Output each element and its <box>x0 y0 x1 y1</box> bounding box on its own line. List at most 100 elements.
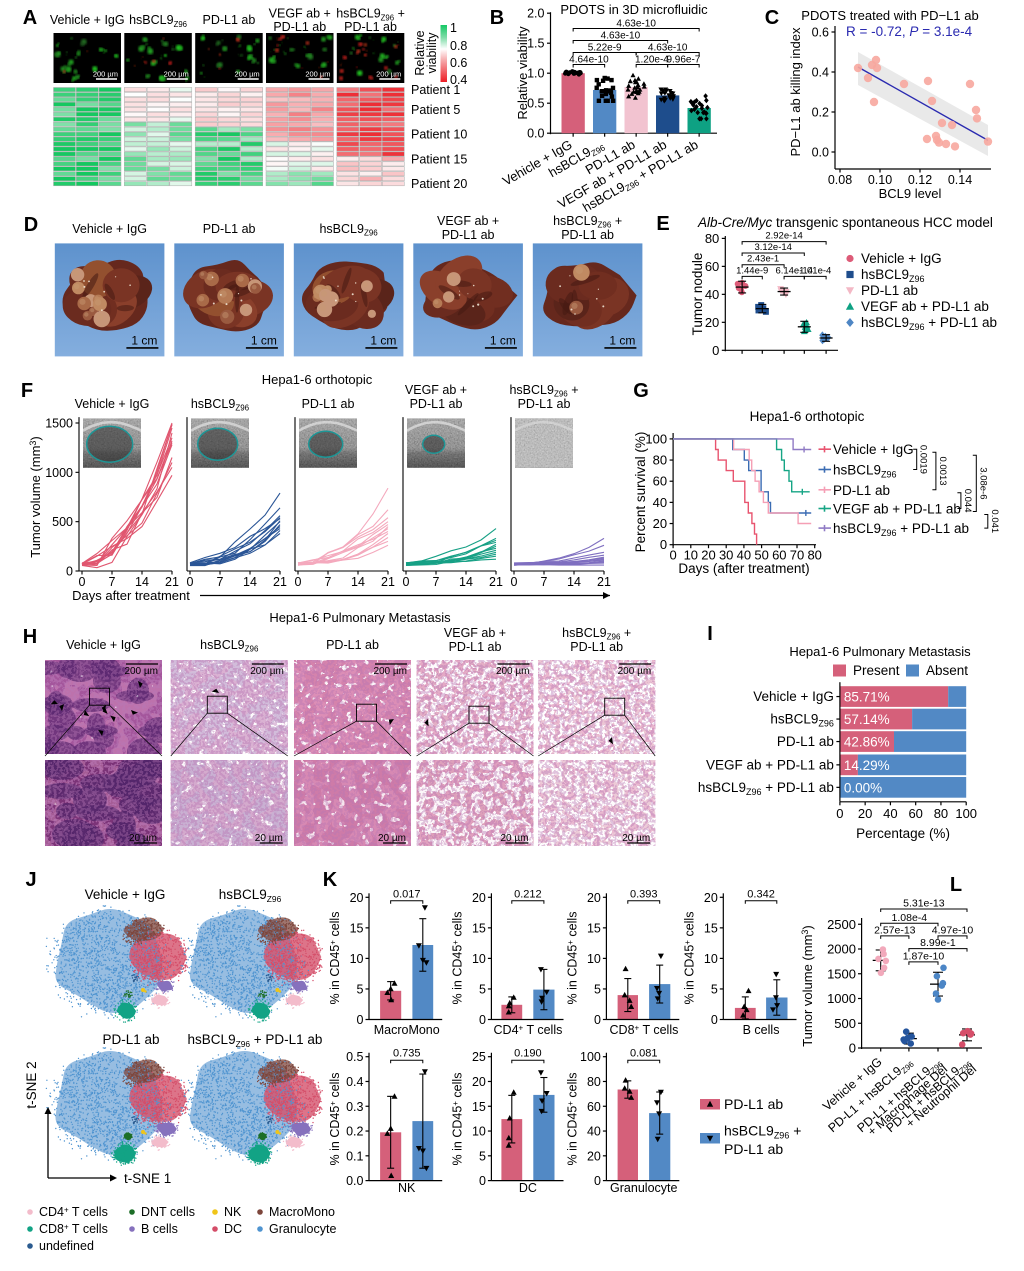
svg-text:40: 40 <box>883 806 897 821</box>
svg-text:D: D <box>24 214 38 236</box>
svg-text:PD-L1 ab: PD-L1 ab <box>302 397 355 411</box>
svg-text:20: 20 <box>701 548 715 563</box>
svg-text:hsBCL9Z96: hsBCL9Z96 <box>319 222 378 238</box>
svg-text:0.0013: 0.0013 <box>937 456 948 485</box>
svg-text:Tumor nodule: Tumor nodule <box>690 253 705 336</box>
svg-text:Hepa1-6 orthotopic: Hepa1-6 orthotopic <box>750 409 865 424</box>
svg-text:PD-L1 ab: PD-L1 ab <box>724 1141 783 1157</box>
svg-text:VEGF ab +: VEGF ab + <box>444 626 506 640</box>
svg-text:15: 15 <box>704 921 718 935</box>
svg-text:1 cm: 1 cm <box>609 333 635 347</box>
svg-text:3.12e-14: 3.12e-14 <box>754 242 792 253</box>
svg-text:VEGF ab +: VEGF ab + <box>405 383 467 397</box>
svg-text:% in CD45+ cells: % in CD45+ cells <box>565 912 579 1005</box>
svg-text:20 µm: 20 µm <box>129 833 157 844</box>
svg-text:hsBCL9Z96 + PD-L1 ab: hsBCL9Z96 + PD-L1 ab <box>861 315 997 332</box>
svg-text:5: 5 <box>479 982 486 996</box>
svg-text:70: 70 <box>790 548 804 563</box>
svg-text:0.00%: 0.00% <box>844 781 882 796</box>
svg-text:Relative: Relative <box>413 30 427 75</box>
svg-text:1000: 1000 <box>827 991 856 1006</box>
svg-text:1 cm: 1 cm <box>490 333 516 347</box>
svg-text:Patient 20: Patient 20 <box>411 177 467 191</box>
svg-text:0.041: 0.041 <box>989 509 1000 533</box>
svg-text:0: 0 <box>594 1174 601 1188</box>
svg-text:40: 40 <box>653 495 667 510</box>
svg-text:60: 60 <box>908 806 922 821</box>
svg-text:57.14%: 57.14% <box>844 712 890 727</box>
svg-text:500: 500 <box>52 515 73 529</box>
svg-text:5: 5 <box>711 982 718 996</box>
svg-text:VEGF ab + PD-L1 ab: VEGF ab + PD-L1 ab <box>861 299 989 314</box>
svg-text:5.31e-13: 5.31e-13 <box>903 898 945 910</box>
svg-text:0: 0 <box>187 575 194 589</box>
svg-text:5: 5 <box>594 982 601 996</box>
svg-text:0.08: 0.08 <box>828 173 852 187</box>
svg-text:20: 20 <box>350 891 364 905</box>
svg-text:G: G <box>633 380 649 402</box>
svg-text:0: 0 <box>79 575 86 589</box>
svg-text:CD8+ T cells: CD8+ T cells <box>39 1222 108 1236</box>
svg-text:PD-L1 ab: PD-L1 ab <box>777 734 834 749</box>
svg-text:10: 10 <box>587 952 601 966</box>
svg-text:PD−L1 ab killing index: PD−L1 ab killing index <box>788 27 803 156</box>
svg-text:4.63e-10: 4.63e-10 <box>648 43 688 54</box>
svg-text:CD8+ T cells: CD8+ T cells <box>610 1023 679 1037</box>
svg-text:0.044: 0.044 <box>962 489 973 513</box>
svg-text:0: 0 <box>295 575 302 589</box>
svg-text:1 cm: 1 cm <box>370 333 396 347</box>
svg-text:C: C <box>765 7 779 29</box>
svg-text:0.0019: 0.0019 <box>918 445 929 474</box>
svg-text:100: 100 <box>955 806 977 821</box>
svg-text:200 µm: 200 µm <box>93 70 118 79</box>
svg-text:0.393: 0.393 <box>630 888 658 900</box>
svg-text:80: 80 <box>807 548 821 563</box>
svg-text:Absent: Absent <box>926 663 968 678</box>
svg-text:15: 15 <box>472 1100 486 1114</box>
svg-text:0.8: 0.8 <box>450 39 467 53</box>
svg-text:0.2: 0.2 <box>346 1125 363 1139</box>
svg-text:% in CD45+ cells: % in CD45+ cells <box>328 1073 342 1166</box>
svg-text:H: H <box>23 626 37 648</box>
svg-text:14: 14 <box>459 575 473 589</box>
svg-text:Granulocyte: Granulocyte <box>610 1181 677 1195</box>
svg-text:PDOTS in 3D microfluidic: PDOTS in 3D microfluidic <box>560 2 708 17</box>
svg-text:0: 0 <box>660 537 667 552</box>
svg-text:20: 20 <box>472 1075 486 1089</box>
svg-text:200 µm: 200 µm <box>124 666 158 677</box>
svg-text:Patient 10: Patient 10 <box>411 128 467 142</box>
svg-text:0.342: 0.342 <box>747 888 775 900</box>
svg-text:1500: 1500 <box>827 966 856 981</box>
svg-text:hsBCL9Z96: hsBCL9Z96 <box>200 638 259 654</box>
svg-text:hsBCL9Z96: hsBCL9Z96 <box>219 887 282 904</box>
svg-text:t-SNE 2: t-SNE 2 <box>24 1061 39 1108</box>
svg-text:1 cm: 1 cm <box>131 333 157 347</box>
svg-text:20 µm: 20 µm <box>378 833 406 844</box>
svg-text:undefined: undefined <box>39 1239 94 1253</box>
svg-text:PD-L1 ab: PD-L1 ab <box>273 20 326 34</box>
svg-text:hsBCL9Z96 + PD-L1 ab: hsBCL9Z96 + PD-L1 ab <box>698 780 834 797</box>
svg-text:0.0: 0.0 <box>812 146 829 160</box>
svg-text:t-SNE 1: t-SNE 1 <box>124 1171 171 1186</box>
svg-text:B cells: B cells <box>141 1222 178 1236</box>
svg-text:0.6: 0.6 <box>812 26 829 40</box>
svg-text:Hepa1-6 Pulmonary Metastasis: Hepa1-6 Pulmonary Metastasis <box>269 610 451 625</box>
svg-text:PD-L1 ab: PD-L1 ab <box>449 640 502 654</box>
svg-text:VEGF ab + PD-L1 ab: VEGF ab + PD-L1 ab <box>706 758 834 773</box>
svg-text:PD-L1 ab: PD-L1 ab <box>561 228 614 242</box>
svg-text:0: 0 <box>711 1013 718 1027</box>
svg-text:40: 40 <box>587 1125 601 1139</box>
svg-text:2.43e-1: 2.43e-1 <box>747 254 779 265</box>
svg-text:200 µm: 200 µm <box>376 70 401 79</box>
svg-text:0: 0 <box>836 806 843 821</box>
svg-text:F: F <box>21 380 33 402</box>
svg-text:hsBCL9Z96: hsBCL9Z96 <box>861 267 925 284</box>
svg-text:A: A <box>23 7 37 29</box>
svg-text:0.3: 0.3 <box>346 1100 363 1114</box>
svg-text:20 µm: 20 µm <box>622 833 650 844</box>
svg-text:200 µm: 200 µm <box>250 666 284 677</box>
svg-text:1.87e-10: 1.87e-10 <box>903 950 945 962</box>
svg-text:Present: Present <box>853 663 900 678</box>
svg-text:4.63e-10: 4.63e-10 <box>616 19 656 30</box>
svg-text:PD-L1 ab: PD-L1 ab <box>344 20 397 34</box>
